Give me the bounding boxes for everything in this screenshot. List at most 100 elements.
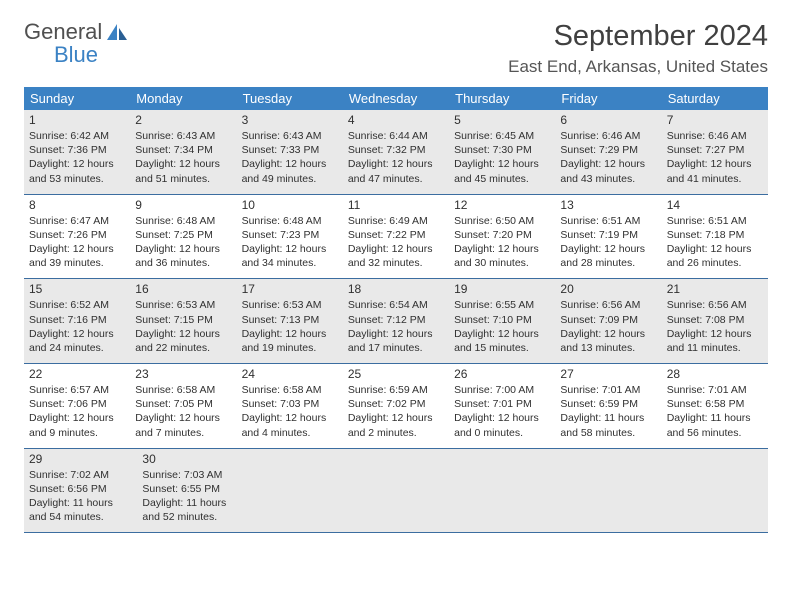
day-cell: 18 Sunrise: 6:54 AMSunset: 7:12 PMDayligh… bbox=[343, 279, 449, 363]
weekday-header: Sunday bbox=[24, 87, 130, 110]
weekday-header: Thursday bbox=[449, 87, 555, 110]
day-info: Sunrise: 6:45 AMSunset: 7:30 PMDaylight:… bbox=[454, 129, 550, 186]
day-cell: 19 Sunrise: 6:55 AMSunset: 7:10 PMDayligh… bbox=[449, 279, 555, 363]
day-info: Sunrise: 7:03 AMSunset: 6:55 PMDaylight:… bbox=[142, 468, 245, 525]
day-info: Sunrise: 6:53 AMSunset: 7:15 PMDaylight:… bbox=[135, 298, 231, 355]
day-number: 8 bbox=[29, 198, 125, 212]
calendar: SundayMondayTuesdayWednesdayThursdayFrid… bbox=[24, 87, 768, 533]
day-cell: 26 Sunrise: 7:00 AMSunset: 7:01 PMDayligh… bbox=[449, 364, 555, 448]
title-block: September 2024 East End, Arkansas, Unite… bbox=[508, 20, 768, 77]
day-info: Sunrise: 7:00 AMSunset: 7:01 PMDaylight:… bbox=[454, 383, 550, 440]
day-cell: 30Sunrise: 7:03 AMSunset: 6:55 PMDayligh… bbox=[137, 449, 250, 533]
day-cell: 15 Sunrise: 6:52 AMSunset: 7:16 PMDayligh… bbox=[24, 279, 130, 363]
day-cell: 21Sunrise: 6:56 AMSunset: 7:08 PMDayligh… bbox=[662, 279, 768, 363]
empty-day-cell bbox=[458, 449, 561, 533]
day-number: 22 bbox=[29, 367, 125, 381]
day-number: 24 bbox=[242, 367, 338, 381]
empty-day-cell bbox=[354, 449, 457, 533]
day-number: 14 bbox=[667, 198, 763, 212]
day-cell: 7 Sunrise: 6:46 AMSunset: 7:27 PMDaylight… bbox=[662, 110, 768, 194]
day-number: 2 bbox=[135, 113, 231, 127]
day-number: 10 bbox=[242, 198, 338, 212]
day-cell: 17 Sunrise: 6:53 AMSunset: 7:13 PMDayligh… bbox=[237, 279, 343, 363]
day-info: Sunrise: 7:01 AMSunset: 6:59 PMDaylight:… bbox=[560, 383, 656, 440]
month-title: September 2024 bbox=[508, 20, 768, 53]
day-cell: 29 Sunrise: 7:02 AMSunset: 6:56 PMDayligh… bbox=[24, 449, 137, 533]
weekday-header: Monday bbox=[130, 87, 236, 110]
day-number: 29 bbox=[29, 452, 132, 466]
empty-day-cell bbox=[251, 449, 354, 533]
day-info: Sunrise: 6:58 AMSunset: 7:03 PMDaylight:… bbox=[242, 383, 338, 440]
day-number: 9 bbox=[135, 198, 231, 212]
calendar-week-row: 29 Sunrise: 7:02 AMSunset: 6:56 PMDayligh… bbox=[24, 449, 768, 534]
calendar-week-row: 15 Sunrise: 6:52 AMSunset: 7:16 PMDayligh… bbox=[24, 279, 768, 364]
day-cell: 25 Sunrise: 6:59 AMSunset: 7:02 PMDayligh… bbox=[343, 364, 449, 448]
calendar-week-row: 22 Sunrise: 6:57 AMSunset: 7:06 PMDayligh… bbox=[24, 364, 768, 449]
weekday-header: Saturday bbox=[662, 87, 768, 110]
day-info: Sunrise: 6:42 AMSunset: 7:36 PMDaylight:… bbox=[29, 129, 125, 186]
location: East End, Arkansas, United States bbox=[508, 57, 768, 77]
day-info: Sunrise: 6:49 AMSunset: 7:22 PMDaylight:… bbox=[348, 214, 444, 271]
day-cell: 10 Sunrise: 6:48 AMSunset: 7:23 PMDayligh… bbox=[237, 195, 343, 279]
day-number: 26 bbox=[454, 367, 550, 381]
day-info: Sunrise: 6:51 AMSunset: 7:19 PMDaylight:… bbox=[560, 214, 656, 271]
day-cell: 8 Sunrise: 6:47 AMSunset: 7:26 PMDaylight… bbox=[24, 195, 130, 279]
day-info: Sunrise: 6:43 AMSunset: 7:34 PMDaylight:… bbox=[135, 129, 231, 186]
day-info: Sunrise: 6:55 AMSunset: 7:10 PMDaylight:… bbox=[454, 298, 550, 355]
weekday-header: Tuesday bbox=[237, 87, 343, 110]
day-number: 3 bbox=[242, 113, 338, 127]
logo: General Blue bbox=[24, 20, 129, 66]
day-number: 27 bbox=[560, 367, 656, 381]
day-number: 11 bbox=[348, 198, 444, 212]
day-cell: 6Sunrise: 6:46 AMSunset: 7:29 PMDaylight… bbox=[555, 110, 661, 194]
weekday-header: Wednesday bbox=[343, 87, 449, 110]
day-number: 13 bbox=[560, 198, 656, 212]
day-number: 17 bbox=[242, 282, 338, 296]
day-cell: 9Sunrise: 6:48 AMSunset: 7:25 PMDaylight… bbox=[130, 195, 236, 279]
calendar-week-row: 8 Sunrise: 6:47 AMSunset: 7:26 PMDaylight… bbox=[24, 195, 768, 280]
day-number: 18 bbox=[348, 282, 444, 296]
empty-day-cell bbox=[561, 449, 664, 533]
day-cell: 27 Sunrise: 7:01 AMSunset: 6:59 PMDayligh… bbox=[555, 364, 661, 448]
logo-text: General Blue bbox=[24, 20, 102, 66]
day-info: Sunrise: 6:43 AMSunset: 7:33 PMDaylight:… bbox=[242, 129, 338, 186]
logo-line1: General bbox=[24, 19, 102, 44]
day-info: Sunrise: 6:44 AMSunset: 7:32 PMDaylight:… bbox=[348, 129, 444, 186]
day-number: 16 bbox=[135, 282, 231, 296]
day-number: 5 bbox=[454, 113, 550, 127]
calendar-week-row: 1 Sunrise: 6:42 AMSunset: 7:36 PMDaylight… bbox=[24, 110, 768, 195]
day-info: Sunrise: 6:48 AMSunset: 7:23 PMDaylight:… bbox=[242, 214, 338, 271]
day-info: Sunrise: 6:52 AMSunset: 7:16 PMDaylight:… bbox=[29, 298, 125, 355]
day-info: Sunrise: 6:58 AMSunset: 7:05 PMDaylight:… bbox=[135, 383, 231, 440]
day-cell: 14Sunrise: 6:51 AMSunset: 7:18 PMDayligh… bbox=[662, 195, 768, 279]
day-info: Sunrise: 6:57 AMSunset: 7:06 PMDaylight:… bbox=[29, 383, 125, 440]
weekday-header-row: SundayMondayTuesdayWednesdayThursdayFrid… bbox=[24, 87, 768, 110]
day-number: 7 bbox=[667, 113, 763, 127]
day-number: 6 bbox=[560, 113, 656, 127]
day-info: Sunrise: 7:01 AMSunset: 6:58 PMDaylight:… bbox=[667, 383, 763, 440]
day-info: Sunrise: 6:53 AMSunset: 7:13 PMDaylight:… bbox=[242, 298, 338, 355]
day-number: 21 bbox=[667, 282, 763, 296]
sail-icon bbox=[107, 24, 129, 47]
day-cell: 1 Sunrise: 6:42 AMSunset: 7:36 PMDaylight… bbox=[24, 110, 130, 194]
day-number: 15 bbox=[29, 282, 125, 296]
day-cell: 3 Sunrise: 6:43 AMSunset: 7:33 PMDaylight… bbox=[237, 110, 343, 194]
day-number: 19 bbox=[454, 282, 550, 296]
day-number: 1 bbox=[29, 113, 125, 127]
day-info: Sunrise: 6:59 AMSunset: 7:02 PMDaylight:… bbox=[348, 383, 444, 440]
day-cell: 13 Sunrise: 6:51 AMSunset: 7:19 PMDayligh… bbox=[555, 195, 661, 279]
day-info: Sunrise: 7:02 AMSunset: 6:56 PMDaylight:… bbox=[29, 468, 132, 525]
day-cell: 20Sunrise: 6:56 AMSunset: 7:09 PMDayligh… bbox=[555, 279, 661, 363]
day-cell: 2 Sunrise: 6:43 AMSunset: 7:34 PMDaylight… bbox=[130, 110, 236, 194]
day-cell: 23 Sunrise: 6:58 AMSunset: 7:05 PMDayligh… bbox=[130, 364, 236, 448]
day-cell: 16 Sunrise: 6:53 AMSunset: 7:15 PMDayligh… bbox=[130, 279, 236, 363]
day-number: 25 bbox=[348, 367, 444, 381]
day-number: 23 bbox=[135, 367, 231, 381]
day-number: 4 bbox=[348, 113, 444, 127]
logo-line2: Blue bbox=[24, 42, 98, 67]
day-info: Sunrise: 6:46 AMSunset: 7:27 PMDaylight:… bbox=[667, 129, 763, 186]
day-number: 28 bbox=[667, 367, 763, 381]
day-cell: 22 Sunrise: 6:57 AMSunset: 7:06 PMDayligh… bbox=[24, 364, 130, 448]
day-info: Sunrise: 6:47 AMSunset: 7:26 PMDaylight:… bbox=[29, 214, 125, 271]
day-info: Sunrise: 6:54 AMSunset: 7:12 PMDaylight:… bbox=[348, 298, 444, 355]
